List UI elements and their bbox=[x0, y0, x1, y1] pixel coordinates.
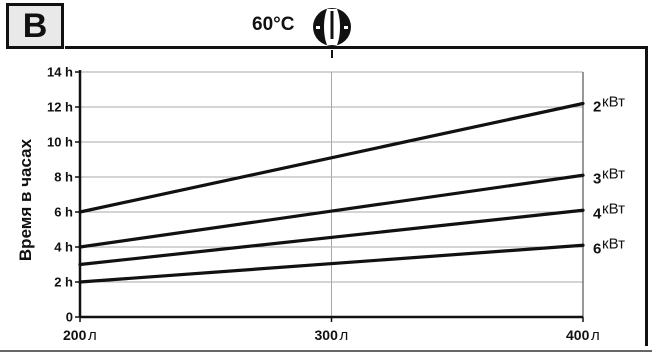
y-tick-label: 0 bbox=[66, 310, 73, 325]
series-line-2kw bbox=[78, 101, 585, 214]
x-tick-unit: л bbox=[88, 327, 97, 344]
series-label-unit: кВт bbox=[602, 235, 625, 252]
series-label-number: 6 bbox=[593, 240, 601, 257]
series-label-unit: кВт bbox=[602, 94, 625, 111]
y-tick-label: 8 h bbox=[54, 170, 73, 185]
thermostat-knob-icon bbox=[313, 8, 351, 58]
y-tick-label: 12 h bbox=[47, 100, 73, 115]
y-tick-label: 14 h bbox=[47, 65, 73, 80]
series-line-3kw bbox=[78, 173, 585, 249]
x-tick-unit: л bbox=[591, 327, 600, 344]
series-label-number: 4 bbox=[593, 205, 602, 222]
y-tick-label: 2 h bbox=[54, 275, 73, 290]
x-tick-label: 300 bbox=[315, 327, 339, 343]
temperature-label: 60°C bbox=[252, 14, 295, 35]
series-label-number: 3 bbox=[593, 170, 601, 187]
x-tick-label: 200 bbox=[63, 327, 87, 343]
series-label-unit: кВт bbox=[602, 165, 625, 182]
x-tick-label: 400 bbox=[566, 327, 590, 343]
series-line-4kw bbox=[78, 208, 585, 267]
y-tick-label: 6 h bbox=[54, 205, 73, 220]
frame-right-border bbox=[645, 46, 648, 346]
y-tick-label: 10 h bbox=[47, 135, 73, 150]
bottom-rule bbox=[0, 350, 652, 352]
frame-top-border bbox=[65, 46, 647, 49]
series-line-6kw bbox=[78, 243, 585, 284]
section-badge: B bbox=[6, 3, 64, 49]
series-label-unit: кВт bbox=[602, 200, 625, 217]
x-tick-unit: л bbox=[340, 327, 349, 344]
y-tick-label: 4 h bbox=[54, 240, 73, 255]
series-label-number: 2 bbox=[593, 99, 601, 116]
